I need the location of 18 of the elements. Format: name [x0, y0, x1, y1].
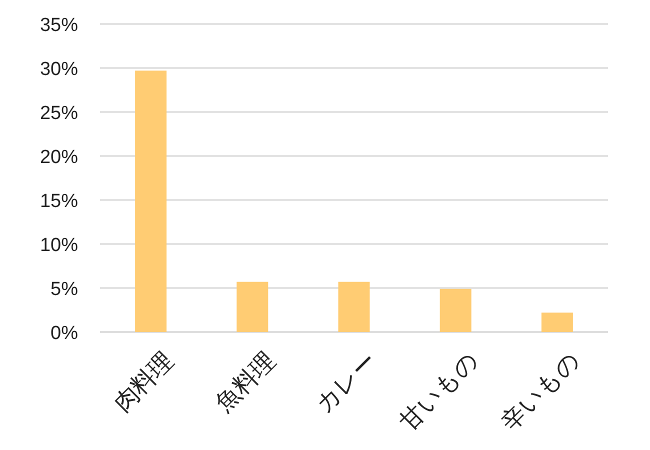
x-tick-label: 魚料理 — [210, 347, 281, 418]
y-tick-label: 0% — [50, 323, 78, 344]
y-tick-label: 30% — [40, 59, 78, 80]
x-tick-label: 辛いもの — [496, 347, 586, 436]
bar — [338, 282, 370, 332]
bar — [440, 288, 472, 332]
y-tick-label: 15% — [40, 191, 78, 212]
x-tick-label: 甘いもの — [394, 347, 484, 436]
x-tick-label: 肉料理 — [108, 347, 179, 418]
bar — [135, 70, 167, 332]
bar — [236, 282, 268, 332]
y-tick-label: 35% — [40, 15, 78, 36]
y-tick-label: 25% — [40, 103, 78, 124]
y-tick-label: 10% — [40, 235, 78, 256]
x-tick-label: カレー — [310, 347, 382, 418]
y-tick-label: 5% — [50, 279, 78, 300]
bar — [541, 312, 573, 332]
y-tick-label: 20% — [40, 147, 78, 168]
